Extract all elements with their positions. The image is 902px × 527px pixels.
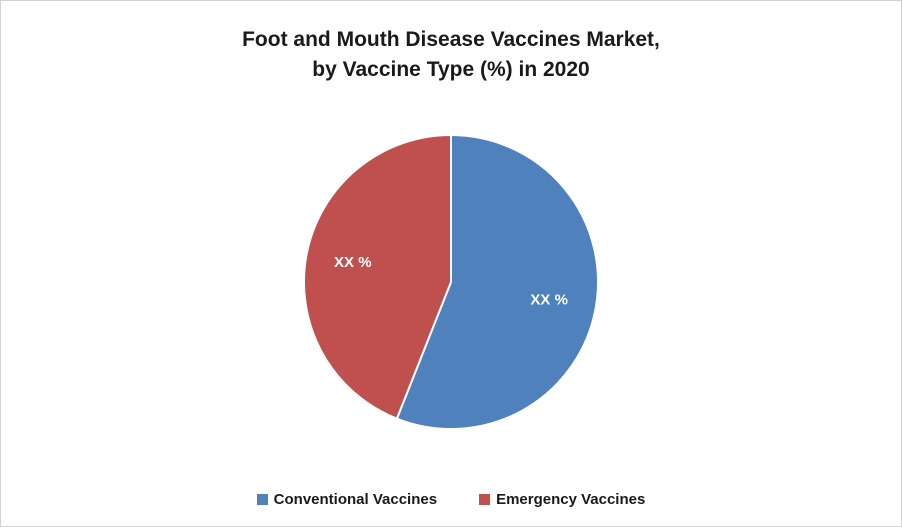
legend-swatch-conventional-vaccines — [256, 494, 268, 505]
chart-legend: Conventional Vaccines Emergency Vaccines — [1, 491, 901, 508]
slice-label-conventional-vaccines: XX % — [530, 292, 568, 309]
chart-title-line-2: by Vaccine Type (%) in 2020 — [312, 58, 590, 82]
legend-label-conventional-vaccines: Conventional Vaccines — [273, 491, 438, 508]
chart-title-line-1: Foot and Mouth Disease Vaccines Market, — [242, 28, 660, 51]
legend-swatch-emergency-vaccines — [479, 494, 491, 505]
legend-label-emergency-vaccines: Emergency Vaccines — [496, 491, 646, 508]
pie-slice-conventional-vaccines — [395, 134, 599, 430]
pie-slice-emergency-vaccines — [303, 134, 452, 420]
legend-item-conventional-vaccines: Conventional Vaccines — [256, 491, 438, 508]
slice-label-emergency-vaccines: XX % — [334, 254, 372, 271]
chart-title: Foot and Mouth Disease Vaccines Market, … — [1, 25, 901, 86]
legend-item-emergency-vaccines: Emergency Vaccines — [479, 491, 645, 508]
